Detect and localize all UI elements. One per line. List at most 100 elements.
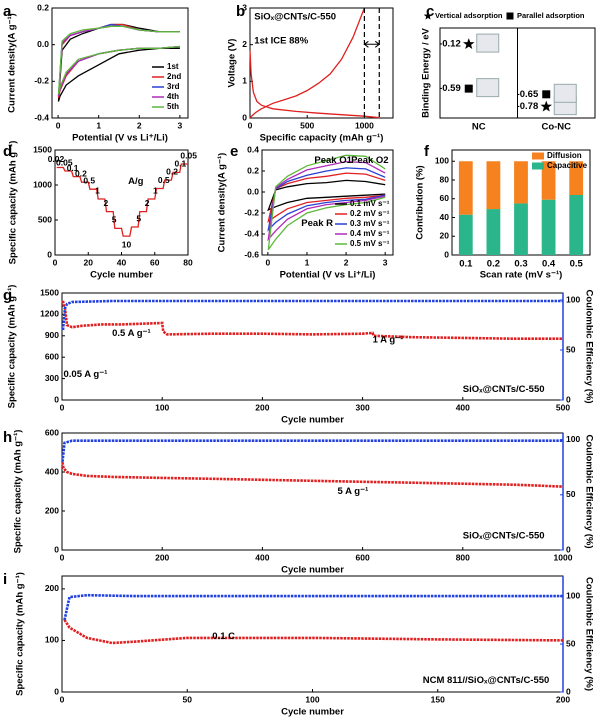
y-tick-label: -0.4 xyxy=(34,112,49,122)
x-tick-label: 1 xyxy=(305,257,310,267)
step-label: 1 xyxy=(95,185,100,195)
annotation: SiOₓ@CNTs/C-550 xyxy=(463,530,545,541)
series-line xyxy=(61,300,563,340)
legend-label: 0.3 mV s⁻¹ xyxy=(350,219,390,228)
x-tick-label: 100 xyxy=(305,694,319,704)
category-label: 0.3 xyxy=(514,259,527,270)
y-tick-label: -0.4 xyxy=(244,228,259,238)
y-tick-label: 3 xyxy=(242,2,247,12)
series-line xyxy=(56,163,188,237)
x-tick-label: 60 xyxy=(150,257,160,267)
y-tick-label: 40 xyxy=(440,212,450,222)
step-label: 0.1 xyxy=(174,159,186,169)
legend-label: Parallel adsorption xyxy=(517,11,585,20)
annotation: NCM 811//SiOₓ@CNTs/C-550 xyxy=(423,675,550,686)
legend-label: 0.4 mV s⁻¹ xyxy=(350,229,390,238)
x-tick-label: 50 xyxy=(183,694,193,704)
x-tick-label: 20 xyxy=(84,257,94,267)
y-tick-label: 0 xyxy=(54,394,59,404)
panel-label: b xyxy=(236,3,245,20)
x-axis-label: Cycle number xyxy=(281,415,344,426)
annotation: SiOₓ@CNTs/C-550 xyxy=(463,384,545,395)
step-label: 10 xyxy=(122,239,132,249)
y-axis-label: Voltage (V) xyxy=(227,39,238,88)
y-tick-label: -0.2 xyxy=(244,207,259,217)
x-tick-label: 40 xyxy=(117,257,127,267)
y-tick-label: 80 xyxy=(440,174,450,184)
legend-swatch xyxy=(532,162,544,170)
y-tick-label: 0 xyxy=(242,112,247,122)
square-marker xyxy=(464,84,473,93)
legend-swatch xyxy=(532,152,544,160)
y2-tick-label: 0 xyxy=(566,544,571,554)
y2-tick-label: 100 xyxy=(566,434,580,444)
legend-label: Diffusion xyxy=(547,151,582,160)
y-axis-label: Specific capacity (mAh g⁻¹) xyxy=(13,430,24,554)
series-line xyxy=(61,439,563,462)
y-axis-label: Specific capacity (mAh g⁻¹) xyxy=(7,285,18,409)
series-line xyxy=(63,593,563,621)
step-label: 0.05 xyxy=(56,157,73,167)
x-tick-label: 0 xyxy=(56,120,61,130)
legend-label: 0.2 mV s⁻¹ xyxy=(350,209,390,218)
x-tick-label: 0 xyxy=(265,257,270,267)
annotation: SiOₓ@CNTs/C-550 xyxy=(254,11,336,22)
category-label: 0.4 xyxy=(542,259,556,270)
y-tick-label: 0 xyxy=(47,249,52,259)
y-tick-label: 0 xyxy=(54,544,59,554)
y-tick-label: 0.0 xyxy=(37,39,49,49)
series-line xyxy=(267,179,386,212)
step-label: 2 xyxy=(145,198,150,208)
y-tick-label: 1500 xyxy=(40,287,59,297)
y2-tick-label: 50 xyxy=(566,489,576,499)
legend-symbol xyxy=(506,12,514,20)
series-line xyxy=(249,50,380,119)
annotation: Peak O1 xyxy=(314,155,352,166)
annotation: 5 A g⁻¹ xyxy=(338,486,369,497)
annotation: 1st ICE 88% xyxy=(254,36,308,47)
y2-tick-label: 50 xyxy=(566,344,576,354)
annotation: Peak O2 xyxy=(351,155,389,166)
panel-label: a xyxy=(3,3,12,20)
series-line xyxy=(61,462,564,488)
y-axis-label: Binding Energy / eV xyxy=(421,27,432,117)
x-tick-label: 2 xyxy=(344,257,349,267)
step-label: 2 xyxy=(103,198,108,208)
category-label: 0.1 xyxy=(459,259,473,270)
x-tick-label: 0 xyxy=(60,402,65,412)
y-tick-label: 0.4 xyxy=(247,144,259,154)
series-line xyxy=(63,619,564,645)
series-line xyxy=(267,160,386,242)
legend-label: 4th xyxy=(167,92,179,101)
step-label: 5 xyxy=(136,213,141,223)
bar-segment xyxy=(458,161,473,215)
y-tick-label: 1000 xyxy=(33,179,52,189)
bar-segment xyxy=(569,161,584,195)
legend-label: 2nd xyxy=(167,72,181,81)
y-tick-label: 1 xyxy=(242,76,247,86)
y-tick-label: 0 xyxy=(54,686,59,696)
y-tick-label: 20 xyxy=(440,231,450,241)
x-tick-label: 0 xyxy=(60,552,65,562)
legend-label: Capacitive xyxy=(547,161,588,170)
y-tick-label: 100 xyxy=(435,156,449,166)
legend-label: 0.5 mV s⁻¹ xyxy=(350,239,390,248)
legend-label: 3rd xyxy=(167,82,180,91)
category-label: 0.2 xyxy=(487,259,500,270)
y-tick-label: -0.2 xyxy=(34,76,49,86)
bar-segment xyxy=(569,195,584,255)
legend-label: 5th xyxy=(167,102,179,111)
series-line xyxy=(267,167,386,232)
structure-icon xyxy=(553,83,577,103)
y-axis-label: Current density(A g⁻¹) xyxy=(217,153,228,253)
x-tick-label: 400 xyxy=(255,552,269,562)
y-tick-label: 500 xyxy=(38,214,52,224)
y-tick-label: 200 xyxy=(45,583,59,593)
step-label: 1 xyxy=(153,185,158,195)
bar-segment xyxy=(486,161,501,210)
x-tick-label: 150 xyxy=(431,694,445,704)
x-tick-label: 80 xyxy=(183,257,193,267)
y2-axis-label: Coulombic Efficiency (%) xyxy=(583,434,594,548)
legend-label: 1st xyxy=(167,62,179,71)
